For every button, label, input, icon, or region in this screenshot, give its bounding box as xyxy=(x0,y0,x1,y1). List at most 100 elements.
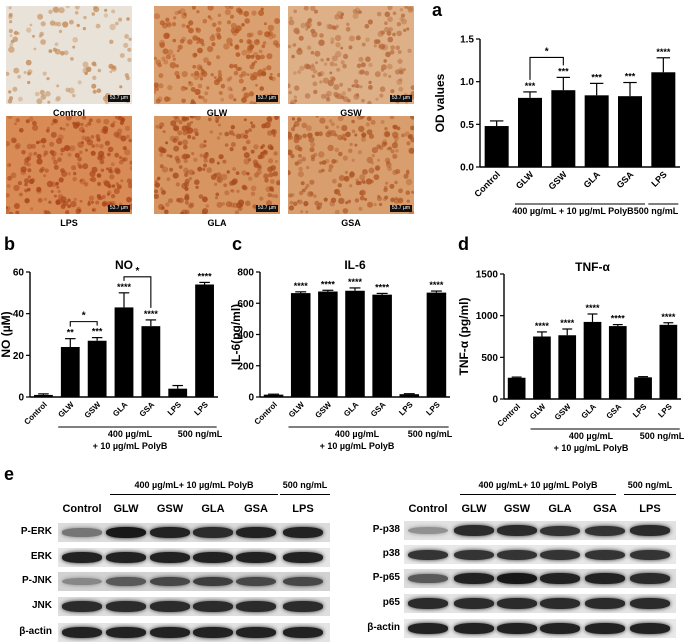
panel-letter-c: c xyxy=(232,234,243,254)
blot-column-label: LPS xyxy=(639,503,661,515)
blot-strip-p-jnk xyxy=(58,572,330,591)
category-label: Control xyxy=(253,400,279,426)
category-label: Control xyxy=(22,400,48,426)
micrograph-label: GLW xyxy=(206,108,228,118)
significance-bracket xyxy=(529,56,564,80)
category-label: LPS xyxy=(631,402,649,420)
category-label: GLA xyxy=(342,400,360,418)
category-label: LPS xyxy=(397,400,415,418)
scale-bar: 53.7 µm xyxy=(389,95,412,102)
bar-lps xyxy=(195,284,214,397)
significance-label: **** xyxy=(117,282,132,292)
y-tick-label: 1500 xyxy=(476,270,499,281)
blot-band xyxy=(585,598,625,609)
significance-label: *** xyxy=(525,81,536,91)
significance-label: **** xyxy=(661,312,676,322)
blot-band xyxy=(630,549,670,560)
blot-band xyxy=(283,576,323,587)
bar-gsa xyxy=(608,326,627,399)
blot-band xyxy=(454,598,494,609)
bar-gla xyxy=(114,307,134,397)
bracket-label: * xyxy=(135,266,139,277)
blot-band xyxy=(283,627,323,638)
blot-header-lps-line xyxy=(280,494,330,495)
blot-band xyxy=(497,525,537,536)
micrograph-label: GLA xyxy=(207,218,227,228)
bar-lps xyxy=(634,377,652,399)
blot-header-line xyxy=(460,494,616,495)
bar-lps xyxy=(399,394,420,397)
category-label: Control xyxy=(496,402,522,428)
blot-column-label: GLW xyxy=(113,503,139,515)
y-tick-label: 400 xyxy=(237,330,254,341)
blot-band xyxy=(585,623,625,634)
micrograph-texture xyxy=(288,116,414,214)
bar-control xyxy=(34,394,53,397)
blot-header-group: 400 µg/mL+ 10 µg/mL PolyB xyxy=(134,480,254,490)
micrograph-texture xyxy=(154,116,280,214)
blot-band xyxy=(497,549,537,560)
category-label: GSA xyxy=(605,402,624,421)
chart-title: NO xyxy=(115,258,133,272)
chart-a-od-values: 0.0 0.5 1.0 1.5 OD values Control *** GLW *** GSW… xyxy=(433,35,680,216)
category-label: Control xyxy=(472,169,502,199)
category-label: GSW xyxy=(546,169,569,192)
blot-column-label: GLA xyxy=(201,503,225,515)
y-tick-label: 1000 xyxy=(476,311,499,322)
significance-label: *** xyxy=(92,327,103,337)
blot-band xyxy=(540,525,580,536)
bar-gla xyxy=(583,321,602,399)
blot-band xyxy=(454,623,494,634)
chart-d-tnfa: 0 500 1000 1500 TNF-α (pg/ml) TNF-α Control ***… xyxy=(457,260,685,453)
group-label: 400 µg/mL xyxy=(335,429,380,439)
category-label: GLW xyxy=(287,400,307,420)
significance-label: **** xyxy=(656,47,671,57)
category-label: GSA xyxy=(138,400,157,419)
category-label: LPS xyxy=(424,400,442,418)
blot-column-label: Control xyxy=(62,503,102,515)
group-label: 400 µg/mL xyxy=(569,431,614,441)
blot-band xyxy=(585,525,625,536)
blot-band xyxy=(106,601,146,612)
blot-row-label: P-p65 xyxy=(372,572,400,583)
bar-gsa xyxy=(618,96,642,167)
blot-strip-p-erk xyxy=(58,523,330,542)
blot-band xyxy=(62,552,102,563)
bar-gsw xyxy=(87,340,107,397)
blot-column-label: GSA xyxy=(593,503,617,515)
category-label: LPS xyxy=(656,402,674,420)
y-axis-label: NO (µM) xyxy=(0,311,13,357)
bar-gla xyxy=(584,95,609,167)
y-axis-label: IL-6(pg/ml) xyxy=(230,304,243,365)
bar-glw xyxy=(518,97,542,167)
category-label: LPS xyxy=(193,400,211,418)
category-label: GSA xyxy=(369,400,388,419)
y-tick-label: 0 xyxy=(248,393,254,404)
blot-row-label: β-actin xyxy=(367,622,400,633)
scale-bar: 53.7 µm xyxy=(107,205,130,212)
blot-strip-jnk xyxy=(58,597,330,616)
blot-band xyxy=(150,627,190,638)
blot-header-lps-line xyxy=(624,494,676,495)
scale-bar: 53.7 µm xyxy=(389,205,412,212)
blot-band xyxy=(62,577,102,586)
y-tick-label: 0.5 xyxy=(460,120,474,131)
category-label: GSW xyxy=(553,402,573,422)
group-label: 500 ng/mL xyxy=(640,431,685,441)
y-tick-label: 1.5 xyxy=(460,35,474,46)
significance-label: **** xyxy=(294,281,309,291)
blot-row-label: P-JNK xyxy=(21,575,52,586)
bar-control xyxy=(484,126,509,167)
bar-gsa xyxy=(372,294,392,397)
micrograph-control: 53.7 µm xyxy=(6,6,132,104)
blot-column-label: Control xyxy=(408,503,448,515)
y-axis-label: OD values xyxy=(433,73,447,132)
blot-band xyxy=(454,573,494,584)
category-label: GLW xyxy=(56,400,76,420)
blot-band xyxy=(585,573,625,584)
blot-band xyxy=(236,527,276,538)
blot-band xyxy=(193,627,233,638)
significance-label: **** xyxy=(560,318,575,328)
blot-column-label: LPS xyxy=(292,503,314,515)
